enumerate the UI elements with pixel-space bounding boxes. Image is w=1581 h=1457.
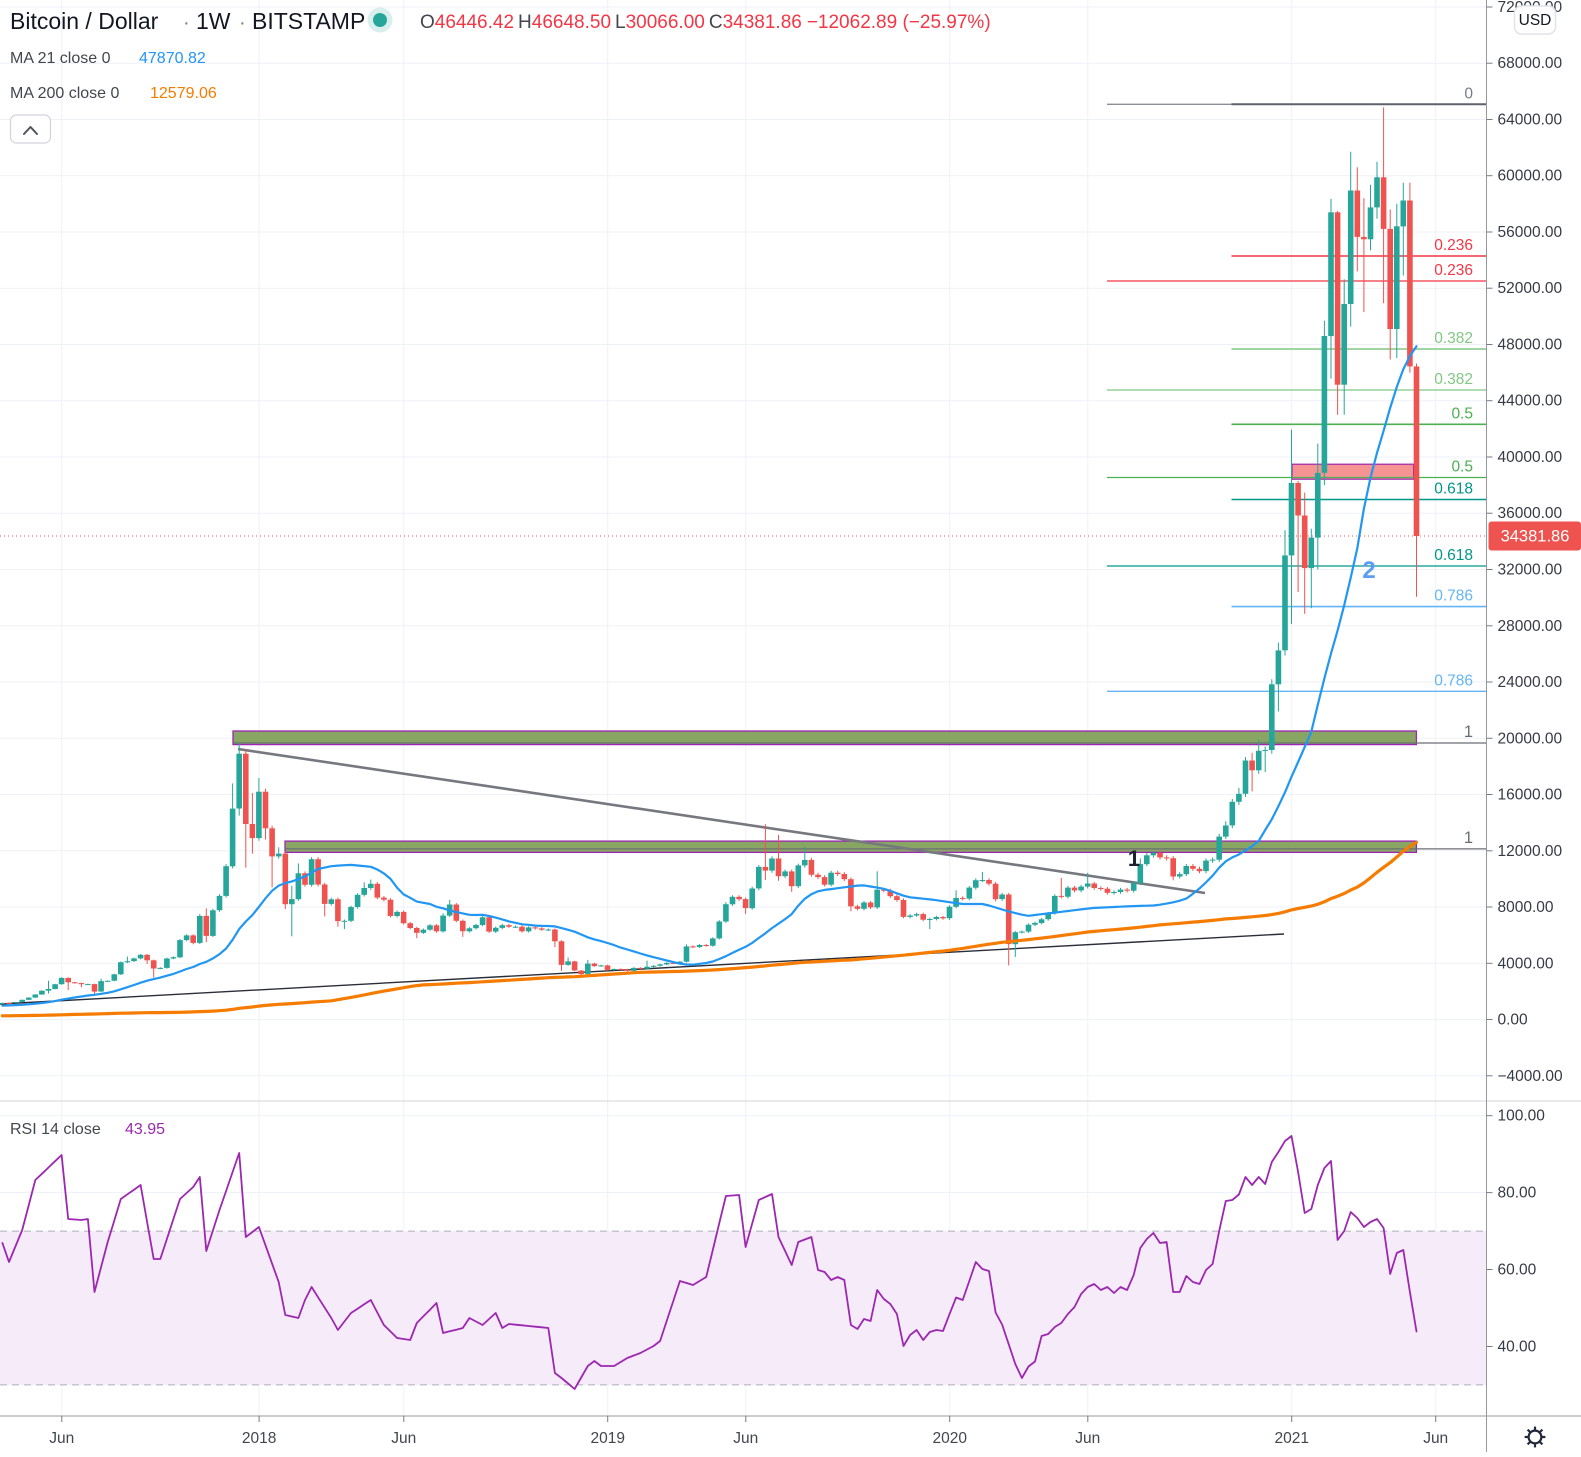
svg-text:1: 1 xyxy=(1128,846,1140,871)
svg-text:1: 1 xyxy=(1464,829,1473,847)
svg-text:43.95: 43.95 xyxy=(125,1121,165,1138)
svg-text:68000.00: 68000.00 xyxy=(1498,55,1563,72)
svg-text:4000.00: 4000.00 xyxy=(1498,955,1554,972)
svg-text:MA 21 close 0: MA 21 close 0 xyxy=(10,50,111,67)
svg-text:Jun: Jun xyxy=(1423,1430,1448,1447)
svg-text:0.5: 0.5 xyxy=(1451,405,1473,422)
svg-text:80.00: 80.00 xyxy=(1498,1185,1537,1202)
svg-text:0.382: 0.382 xyxy=(1434,371,1473,388)
svg-text:BITSTAMP: BITSTAMP xyxy=(252,8,365,34)
svg-text:60000.00: 60000.00 xyxy=(1498,168,1563,185)
svg-text:0.236: 0.236 xyxy=(1434,262,1473,279)
svg-text:47870.82: 47870.82 xyxy=(139,50,206,67)
svg-text:0.5: 0.5 xyxy=(1451,459,1473,476)
svg-text:48000.00: 48000.00 xyxy=(1498,337,1563,354)
svg-text:64000.00: 64000.00 xyxy=(1498,112,1563,129)
svg-text:USD: USD xyxy=(1519,12,1552,29)
svg-text:0.786: 0.786 xyxy=(1434,672,1473,689)
svg-text:2018: 2018 xyxy=(242,1430,276,1447)
svg-text:MA 200 close 0: MA 200 close 0 xyxy=(10,85,120,102)
svg-text:Jun: Jun xyxy=(1075,1430,1100,1447)
svg-text:44000.00: 44000.00 xyxy=(1498,393,1563,410)
svg-text:2020: 2020 xyxy=(932,1430,967,1447)
svg-text:8000.00: 8000.00 xyxy=(1498,899,1554,916)
svg-text:Jun: Jun xyxy=(49,1430,74,1447)
svg-text:2019: 2019 xyxy=(590,1430,624,1447)
svg-text:20000.00: 20000.00 xyxy=(1498,730,1563,747)
svg-text:1: 1 xyxy=(1464,723,1473,741)
svg-text:0: 0 xyxy=(1464,85,1473,102)
svg-text:40.00: 40.00 xyxy=(1498,1339,1537,1356)
svg-text:0.382: 0.382 xyxy=(1434,330,1473,347)
svg-text:12579.06: 12579.06 xyxy=(150,85,217,102)
svg-text:56000.00: 56000.00 xyxy=(1498,224,1563,241)
svg-text:0.236: 0.236 xyxy=(1434,237,1473,254)
svg-text:2021: 2021 xyxy=(1274,1430,1308,1447)
svg-text:40000.00: 40000.00 xyxy=(1498,449,1563,466)
svg-text:·: · xyxy=(239,12,246,34)
svg-text:12000.00: 12000.00 xyxy=(1498,843,1563,860)
svg-text:24000.00: 24000.00 xyxy=(1498,674,1563,691)
svg-text:Jun: Jun xyxy=(391,1430,416,1447)
svg-text:52000.00: 52000.00 xyxy=(1498,280,1563,297)
svg-text:16000.00: 16000.00 xyxy=(1498,787,1563,804)
svg-text:32000.00: 32000.00 xyxy=(1498,562,1563,579)
svg-text:2: 2 xyxy=(1362,557,1375,584)
svg-text:RSI 14 close: RSI 14 close xyxy=(10,1121,101,1138)
svg-text:0.618: 0.618 xyxy=(1434,481,1473,498)
svg-text:100.00: 100.00 xyxy=(1498,1108,1546,1125)
svg-text:0.618: 0.618 xyxy=(1434,547,1473,564)
svg-text:36000.00: 36000.00 xyxy=(1498,505,1563,522)
svg-text:·: · xyxy=(183,12,190,34)
svg-text:1W: 1W xyxy=(196,8,231,34)
svg-text:Jun: Jun xyxy=(733,1430,758,1447)
svg-text:0.786: 0.786 xyxy=(1434,588,1473,605)
svg-text:28000.00: 28000.00 xyxy=(1498,618,1563,635)
svg-text:−4000.00: −4000.00 xyxy=(1498,1068,1563,1085)
svg-text:Bitcoin / Dollar: Bitcoin / Dollar xyxy=(10,8,159,34)
svg-text:34381.86: 34381.86 xyxy=(1501,528,1570,546)
svg-text:60.00: 60.00 xyxy=(1498,1262,1537,1279)
svg-text:0.00: 0.00 xyxy=(1498,1012,1529,1029)
